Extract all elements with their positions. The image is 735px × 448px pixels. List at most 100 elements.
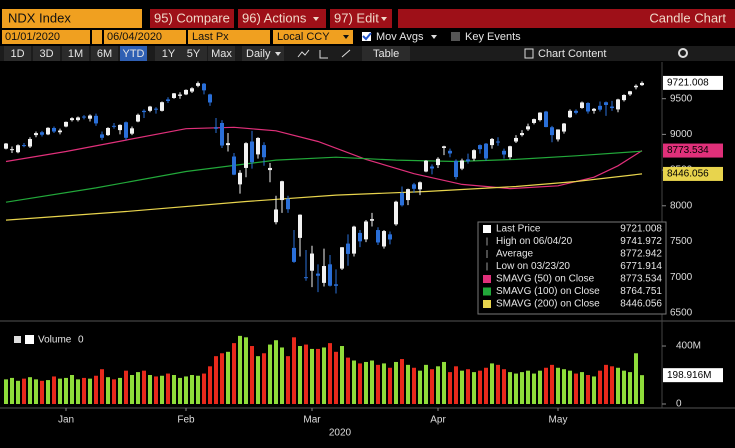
draw-tool-icon[interactable] <box>319 50 328 59</box>
value-flag <box>663 166 723 181</box>
legend-swatch <box>483 275 491 283</box>
range-button[interactable] <box>180 46 207 61</box>
compare-button[interactable] <box>150 9 234 28</box>
candle-body <box>238 172 242 185</box>
candle-body <box>580 102 584 108</box>
range-button[interactable] <box>4 46 31 61</box>
legend-label: SMAVG (50) on Close <box>496 274 595 285</box>
candle-body <box>256 137 260 155</box>
volume-bar <box>556 367 560 404</box>
volume-bar <box>94 375 98 404</box>
field-select[interactable] <box>188 30 270 44</box>
volume-bar <box>376 364 380 404</box>
volume-bar <box>478 370 482 404</box>
start-date-input[interactable] <box>2 30 90 44</box>
range-button[interactable] <box>91 46 118 61</box>
candle-body <box>610 106 614 109</box>
volume-bar <box>406 364 410 404</box>
annotate-icon[interactable] <box>341 49 351 58</box>
candle-body <box>346 243 350 254</box>
volume-bar <box>538 370 542 404</box>
volume-bar <box>118 377 122 404</box>
value-flag-label: 9721.008 <box>667 78 709 89</box>
currency-select[interactable] <box>273 30 353 44</box>
range-label: 1M <box>68 48 83 60</box>
volume-bar <box>544 367 548 404</box>
candle-body <box>472 150 476 159</box>
legend-value: 9721.008 <box>620 224 662 235</box>
volume-bar <box>88 378 92 404</box>
dropdown-arrow <box>381 17 387 21</box>
candle-body <box>466 159 470 162</box>
legend-swatch <box>483 287 491 296</box>
period-select[interactable] <box>242 46 284 61</box>
legend-value: 9741.972 <box>620 236 662 247</box>
volume-bar <box>334 351 338 404</box>
candle-body <box>496 141 500 143</box>
moving-average-line <box>5 173 643 221</box>
mov-avgs-checkbox[interactable] <box>362 32 371 41</box>
volume-bar <box>28 377 32 404</box>
y-tick-label: 6500 <box>670 308 693 319</box>
range-button[interactable] <box>208 46 235 61</box>
legend-label: Last Price <box>496 224 541 235</box>
range-button[interactable] <box>120 46 147 61</box>
volume-bar <box>340 346 344 404</box>
edit-button[interactable] <box>330 9 392 28</box>
ticker-box[interactable] <box>2 9 142 28</box>
settings-icon[interactable] <box>678 48 688 58</box>
title-bar <box>398 9 735 28</box>
volume-bar <box>106 377 110 404</box>
candle-body <box>94 115 98 124</box>
actions-button[interactable] <box>238 9 326 28</box>
candle-body <box>502 150 506 155</box>
volume-y-tick-label: 400M <box>676 341 701 352</box>
start-date: 01/01/2020 <box>5 31 60 43</box>
volume-bar <box>64 377 68 404</box>
volume-bar <box>568 370 572 404</box>
range-buttons: 1D 3D 1M 6M YTD 1Y 5Y Max <box>4 46 235 61</box>
candle-body <box>598 105 602 110</box>
candle-body <box>280 181 284 201</box>
candle-body <box>478 145 482 150</box>
volume-bar <box>148 375 152 404</box>
legend-value: 6771.914 <box>620 261 662 272</box>
candle-body <box>298 214 302 238</box>
volume-checkbox[interactable] <box>25 335 34 344</box>
volume-title: Volume <box>38 335 72 346</box>
candle-body <box>388 234 392 240</box>
dropdown-arrow <box>431 35 437 39</box>
volume-bar <box>112 379 116 404</box>
candle-body <box>268 167 272 171</box>
range-button[interactable] <box>62 46 89 61</box>
volume-bar <box>346 357 350 404</box>
candle-body <box>574 110 578 113</box>
period: Daily <box>246 48 271 60</box>
candle-body <box>106 127 110 136</box>
volume-bar <box>178 377 182 404</box>
volume-bar <box>550 364 554 404</box>
value-flag-label: 198.916M <box>667 370 711 381</box>
range-button[interactable] <box>155 46 182 61</box>
line-tool-icon[interactable] <box>297 49 310 58</box>
x-axis-label: 2020 <box>329 428 352 439</box>
candle-body <box>532 119 536 123</box>
candle-body <box>568 110 572 118</box>
candle-body <box>634 85 638 88</box>
range-button[interactable] <box>33 46 60 61</box>
volume-bar <box>184 376 188 404</box>
candle-body <box>424 160 428 172</box>
candle-body <box>184 89 188 95</box>
legend-label: Low on 03/23/20 <box>496 261 570 272</box>
volume-bar <box>34 379 38 404</box>
key-events-checkbox[interactable] <box>451 32 460 41</box>
dropdown-arrow <box>275 52 281 56</box>
chart-content-icon[interactable] <box>524 48 534 59</box>
volume-bar <box>562 369 566 404</box>
table-button[interactable] <box>362 46 410 61</box>
candle-body <box>292 247 296 262</box>
end-date-input[interactable] <box>104 30 186 44</box>
volume-bar <box>196 375 200 404</box>
candle-body <box>286 198 290 210</box>
